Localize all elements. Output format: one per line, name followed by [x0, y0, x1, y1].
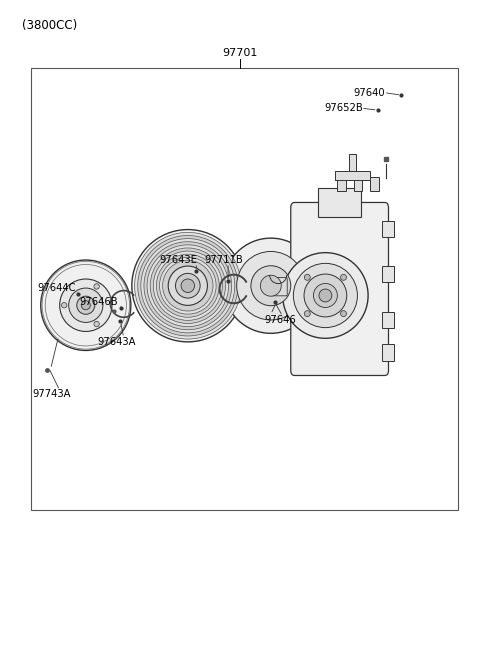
Text: 97711B: 97711B — [204, 255, 243, 265]
Bar — [383, 266, 394, 283]
Ellipse shape — [138, 236, 238, 336]
Ellipse shape — [223, 238, 318, 333]
Ellipse shape — [340, 311, 347, 317]
Ellipse shape — [168, 266, 207, 306]
FancyBboxPatch shape — [291, 203, 388, 375]
Bar — [354, 177, 362, 192]
Ellipse shape — [237, 251, 305, 320]
Ellipse shape — [340, 274, 347, 280]
Text: 97643E: 97643E — [159, 255, 197, 265]
Bar — [383, 344, 394, 361]
Bar — [349, 154, 356, 171]
Ellipse shape — [251, 266, 291, 306]
Ellipse shape — [150, 248, 226, 323]
Bar — [31, 68, 458, 510]
Ellipse shape — [261, 276, 281, 297]
Ellipse shape — [77, 297, 95, 314]
Ellipse shape — [304, 274, 310, 280]
Ellipse shape — [313, 283, 337, 308]
Ellipse shape — [81, 300, 90, 310]
Ellipse shape — [141, 239, 235, 333]
Ellipse shape — [176, 274, 200, 298]
Text: 97643A: 97643A — [97, 337, 136, 347]
Ellipse shape — [61, 302, 67, 308]
Text: 97743A: 97743A — [32, 390, 71, 400]
Text: 97652B: 97652B — [324, 103, 363, 113]
Bar — [383, 312, 394, 328]
Text: (3800CC): (3800CC) — [22, 19, 77, 32]
Ellipse shape — [147, 245, 228, 327]
Text: 97640: 97640 — [354, 87, 385, 98]
Ellipse shape — [134, 232, 241, 339]
Ellipse shape — [41, 260, 131, 350]
Ellipse shape — [132, 230, 244, 342]
Ellipse shape — [181, 279, 194, 293]
Ellipse shape — [156, 255, 219, 318]
Ellipse shape — [159, 257, 216, 314]
Bar — [335, 171, 371, 180]
Ellipse shape — [69, 288, 103, 322]
Text: 97646: 97646 — [264, 315, 297, 325]
Text: 97646B: 97646B — [80, 297, 118, 307]
Text: 97701: 97701 — [222, 48, 258, 58]
Bar — [318, 188, 361, 217]
Ellipse shape — [293, 263, 358, 327]
Bar — [337, 177, 346, 192]
Ellipse shape — [153, 251, 222, 320]
Text: 97644C: 97644C — [37, 283, 75, 293]
Ellipse shape — [283, 253, 368, 338]
Ellipse shape — [60, 279, 112, 331]
Ellipse shape — [163, 260, 213, 311]
Bar — [371, 177, 379, 192]
Ellipse shape — [319, 289, 332, 302]
Ellipse shape — [144, 241, 232, 330]
Ellipse shape — [304, 311, 310, 317]
Bar — [383, 220, 394, 237]
Ellipse shape — [94, 284, 99, 289]
Ellipse shape — [304, 274, 347, 317]
Ellipse shape — [94, 321, 99, 327]
FancyBboxPatch shape — [271, 277, 287, 296]
